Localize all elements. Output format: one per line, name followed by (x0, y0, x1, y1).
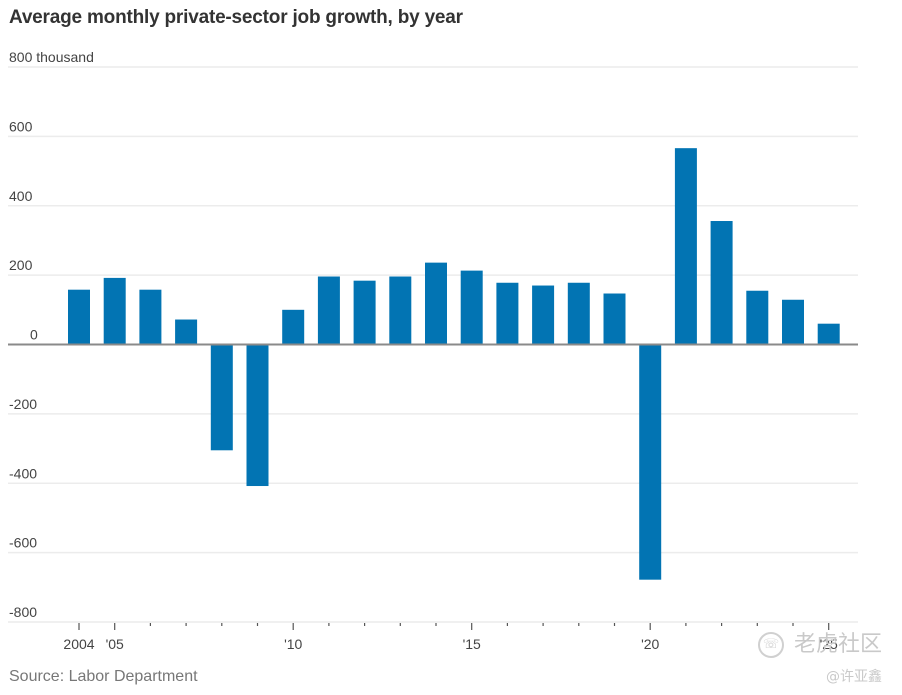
bar-2012 (353, 280, 376, 345)
chart-title: Average monthly private-sector job growt… (9, 7, 463, 28)
x-tick-label: '25 (820, 636, 838, 652)
y-tick-label: -600 (9, 535, 37, 551)
bar-2011 (317, 276, 340, 345)
x-tick-label: '05 (106, 636, 124, 652)
x-tick-label: 2004 (63, 636, 94, 652)
bar-2020 (639, 344, 662, 580)
bar-2004 (68, 289, 90, 345)
bar-2023 (746, 290, 769, 345)
watermark-text: 老虎社区 (794, 632, 883, 657)
y-tick-label: 0 (30, 327, 38, 343)
y-tick-label: 600 (9, 118, 33, 134)
bar-2019 (603, 293, 626, 345)
bar-2021 (674, 148, 697, 345)
x-axis: 2004 '05 '10 '15 '20 '25 (63, 623, 838, 652)
x-tick-label: '10 (284, 636, 302, 652)
bar-2008 (210, 344, 233, 451)
bar-2010 (282, 309, 305, 345)
watermark: ☏ 老虎社区 (758, 626, 882, 658)
bar-2018 (567, 282, 590, 345)
bar-2015 (460, 270, 483, 345)
bar-2005 (103, 277, 126, 345)
y-tick-label: 400 (9, 188, 33, 204)
y-tick-label: 800 thousand (9, 49, 94, 65)
y-tick-label: -200 (9, 396, 37, 412)
bar-2014 (425, 262, 447, 345)
bar-2017 (532, 285, 555, 345)
bar-2006 (139, 289, 162, 345)
y-tick-label: 200 (9, 257, 33, 273)
bar-2016 (496, 282, 519, 345)
bar-2007 (175, 319, 198, 345)
watermark-logo-icon: ☏ (758, 632, 784, 658)
bar-2009 (246, 344, 269, 487)
x-tick-label: '20 (641, 636, 659, 652)
bar-chart: 800 thousand 600 400 200 0 -200 -400 -600 -800 2… (8, 49, 858, 652)
y-tick-label: -400 (9, 465, 37, 481)
bar-2022 (710, 221, 733, 345)
x-tick-label: '15 (463, 636, 481, 652)
bar-2025 (817, 323, 840, 345)
watermark-author: @许亚鑫 (826, 669, 882, 685)
y-axis-labels: 800 thousand 600 400 200 0 -200 -400 -600 -800 (9, 49, 94, 620)
source-note: Source: Labor Department (9, 668, 198, 685)
y-tick-label: -800 (9, 604, 37, 620)
bar-2024 (782, 299, 804, 345)
bar-2013 (389, 276, 412, 345)
bars (68, 148, 840, 580)
